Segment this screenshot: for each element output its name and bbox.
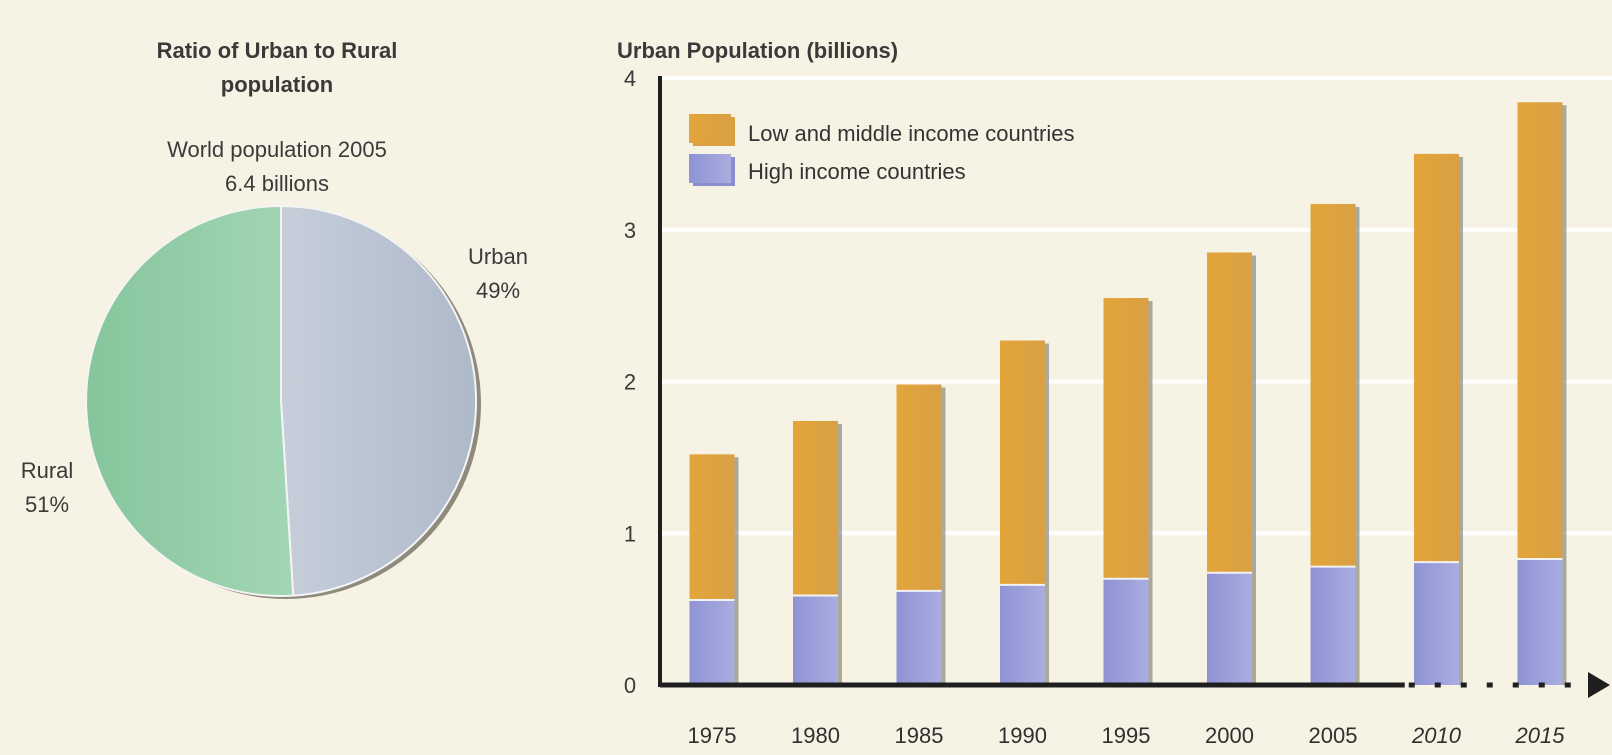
bar-chart-title: Urban Population (billions) — [617, 38, 898, 63]
bar-high-income-2005 — [1310, 566, 1356, 685]
pie-label-urban-pct: 49% — [476, 278, 520, 303]
pie-title-line-2: population — [221, 72, 333, 97]
pie-slice-urban — [280, 204, 477, 597]
x-tick-label: 2015 — [1515, 723, 1566, 748]
bar-low-middle-income-2010 — [1414, 153, 1459, 563]
x-tick-label: 2010 — [1411, 723, 1462, 748]
pie-title-line-1: Ratio of Urban to Rural — [157, 38, 398, 63]
bar-high-income-2015 — [1517, 559, 1563, 685]
bar-high-income-1985 — [896, 590, 942, 685]
x-tick-label: 1985 — [895, 723, 944, 748]
x-axis-arrowhead-icon — [1588, 672, 1610, 698]
legend-swatch-high-face — [689, 154, 731, 183]
bar-low-middle-income-1995 — [1103, 298, 1149, 579]
bar-high-income-2000 — [1207, 572, 1252, 685]
bar-series — [689, 102, 1567, 685]
y-axis-ticks: 0 1 2 3 4 — [624, 66, 636, 698]
x-tick-label: 1980 — [791, 723, 840, 748]
pie-label-rural-name: Rural — [21, 458, 74, 483]
y-tick-label: 1 — [624, 521, 636, 546]
y-tick-label: 4 — [624, 66, 636, 91]
y-tick-label: 0 — [624, 673, 636, 698]
x-axis-labels: 1975 1980 1985 1990 1995 2000 2005 2010 2015 — [688, 723, 1566, 748]
bar-high-income-1995 — [1103, 578, 1149, 685]
legend-label-low-middle: Low and middle income countries — [748, 121, 1075, 146]
bar-low-middle-income-1980 — [793, 420, 838, 596]
y-tick-label: 2 — [624, 370, 636, 395]
bar-legend: Low and middle income countries High inc… — [689, 114, 1075, 186]
x-tick-label: 1995 — [1102, 723, 1151, 748]
pie-label-rural-pct: 51% — [25, 492, 69, 517]
legend-swatch-low-middle-face — [689, 114, 731, 143]
bar-low-middle-income-1975 — [689, 454, 735, 601]
bar-high-income-1975 — [689, 600, 735, 685]
bar-high-income-1980 — [793, 595, 838, 685]
y-tick-label: 3 — [624, 218, 636, 243]
legend-label-high: High income countries — [748, 159, 966, 184]
bar-low-middle-income-1985 — [896, 384, 942, 591]
pie-subtitle-line-2: 6.4 billions — [225, 171, 329, 196]
pie-label-urban-name: Urban — [468, 244, 528, 269]
bar-low-middle-income-2000 — [1207, 252, 1252, 573]
bar-high-income-1990 — [1000, 584, 1045, 685]
bar-axes — [658, 76, 1610, 698]
bar-low-middle-income-1990 — [1000, 340, 1045, 585]
pie-slice-rural — [85, 204, 295, 597]
x-tick-label: 1975 — [688, 723, 737, 748]
x-tick-label: 1990 — [998, 723, 1047, 748]
x-tick-label: 2005 — [1309, 723, 1358, 748]
bar-low-middle-income-2005 — [1310, 203, 1356, 567]
bar-low-middle-income-2015 — [1517, 102, 1563, 560]
pie-chart — [85, 204, 481, 599]
bar-high-income-2010 — [1414, 562, 1459, 685]
pie-subtitle-line-1: World population 2005 — [167, 137, 387, 162]
x-tick-label: 2000 — [1205, 723, 1254, 748]
